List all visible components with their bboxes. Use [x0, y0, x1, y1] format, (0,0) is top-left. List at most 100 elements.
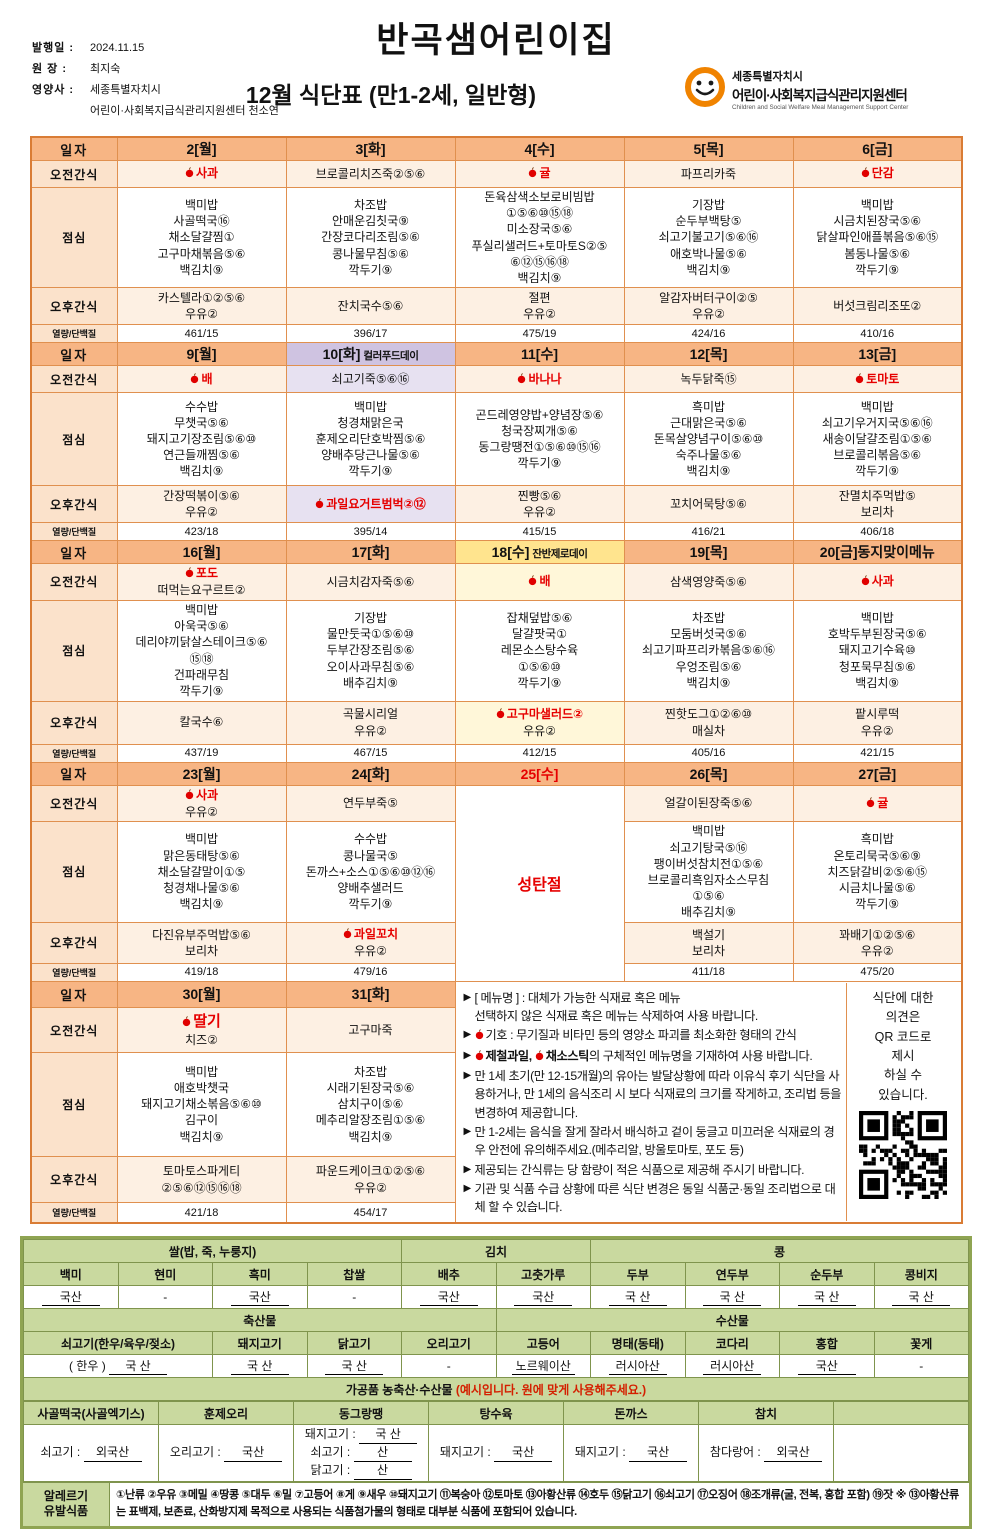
menu-line: 백미밥 [691, 824, 726, 839]
allergy-row: 알레르기 유발식품 ①난류 ②우유 ③메밀 ④땅콩 ⑤대두 ⑥밀 ⑦고등어 ⑧게 … [23, 1481, 969, 1527]
note-bullet: ▶ 만 1-2세는 음식을 잘게 잘라서 배식하고 겉이 둥글고 미끄러운 식재료… [464, 1123, 843, 1160]
menu-line: 매실차 [691, 723, 726, 738]
menu-line: 보리차 [184, 943, 219, 958]
menu-line: 백미밥 [184, 198, 219, 213]
calorie-cell: 419/18 [116, 962, 287, 982]
menu-line: 치즈② [185, 1033, 218, 1048]
row-label-lunch: 점심 [30, 186, 118, 289]
day-header-cell: 19[목] [623, 540, 794, 565]
menu-line: 돈까스+소스①⑤⑥⑩⑫⑯ [305, 864, 436, 879]
menu-line: 과일꼬치 [289, 926, 453, 943]
calorie-cell: 423/18 [116, 522, 287, 542]
menu-line: 삼치구이⑤⑥ [337, 1097, 404, 1112]
menu-line: 찐핫도그①②⑥⑩ [664, 707, 753, 722]
menu-line: 백김치⑨ [855, 675, 900, 690]
menu-line: 백미밥 [860, 399, 894, 414]
issue-date-value: 2024.11.15 [90, 42, 145, 54]
origin-value: 국 산 [892, 1288, 951, 1307]
note-bullet: ▶ 제철과일, 채소스틱의 구체적인 메뉴명을 기재하여 사용 바랍니다. [464, 1047, 843, 1066]
note-bullet: ▶ 만 1세 초기(만 12-15개월)의 유아는 발달상황에 따라 이유식 후기… [464, 1067, 843, 1122]
menu-line: 백미밥 [184, 832, 219, 847]
lunch-cell: 차조밥 시래기된장국⑤⑥ 삼치구이⑤⑥ 메추리알장조림①⑤⑥ 백김치⑨ [285, 1052, 456, 1157]
menu-line: 수수밥 [353, 832, 388, 847]
row-label-pm-snack: 오후간식 [30, 700, 118, 745]
menu-line: 채소달걀찜① [168, 230, 235, 245]
menu-line: 사과 [120, 787, 284, 804]
origin-group-header: 김치 [401, 1239, 591, 1264]
lunch-cell: 차조밥 모둠버섯국⑤⑥ 쇠고기파프리카볶음⑤⑥⑯ 우엉조림⑤⑥ 백김치⑨ [623, 599, 794, 702]
calorie-cell: 396/17 [285, 324, 456, 344]
origin-value-cell: - [401, 1354, 497, 1379]
pm-snack-cell: 찐빵⑤⑥ 우유② [454, 485, 625, 524]
lunch-cell: 백미밥 호박두부된장국⑤⑥ 돼지고기수육⑩ 청포묵무침⑤⑥ 백김치⑨ [792, 599, 963, 702]
calorie-cell: 421/15 [792, 743, 963, 763]
day-header-cell: 23[월] [116, 761, 287, 786]
origin-value: - [352, 1290, 357, 1305]
menu-line: 우유② [354, 723, 387, 738]
calorie-cell: 406/18 [792, 522, 963, 542]
menu-line: 사과 [120, 165, 284, 182]
origin-value-cell: 국 산 [684, 1285, 780, 1310]
apple-icon [475, 1027, 484, 1045]
processed-value-cell: 쇠고기 : 외국산 [23, 1424, 159, 1482]
note-bullet: ▶ 기호 : 무기질과 비타민 등의 영양소 파괴를 최소화한 형태의 간식 [464, 1026, 843, 1045]
row-label-calorie: 열량/단백질 [30, 962, 118, 982]
row-label-pm-snack: 오후간식 [30, 1155, 118, 1204]
calorie-cell: 411/18 [623, 962, 794, 982]
apple-icon [185, 788, 194, 804]
row-label-date: 일자 [30, 136, 118, 161]
menu-line: 돈목살양념구이⑤⑥⑩ [653, 432, 764, 447]
menu-line: 깍두기⑨ [855, 464, 900, 479]
row-label-am-snack: 오전간식 [30, 784, 118, 822]
issue-date-label: 발행일 : [32, 42, 75, 54]
processed-col-header [833, 1401, 969, 1426]
origin-value: 국 산 [797, 1288, 856, 1307]
day-header-cell: 6[금] [792, 136, 963, 161]
calorie-cell: 405/16 [623, 743, 794, 763]
menu-line: 채소달걀말이①⑤ [157, 864, 246, 879]
pm-snack-cell: 잔치국수⑤⑥ [285, 287, 456, 326]
document-header: 발행일 : 2024.11.15 원 장 : 최지숙 영양사 : 세종특별자치시… [0, 0, 992, 134]
origin-value-cell: 러시아산 [590, 1354, 686, 1379]
apple-icon [535, 1048, 544, 1066]
menu-line: 근대맑은국⑤⑥ [670, 415, 747, 430]
menu-line: 쇠고기죽⑤⑥⑯ [331, 372, 410, 387]
menu-line: 우유② [185, 307, 218, 322]
lunch-cell: 수수밥 무챗국⑤⑥ 돼지고기장조림⑤⑥⑩ 연근들깨찜⑤⑥ 백김치⑨ [116, 392, 287, 487]
menu-line: 고구마채볶음⑤⑥ [157, 246, 246, 261]
row-label-lunch: 점심 [30, 392, 118, 487]
pm-snack-cell: 간장떡볶이⑤⑥ 우유② [116, 485, 287, 524]
menu-line: 브로콜리흑임자소스무침 [647, 872, 770, 887]
menu-line: 단감 [796, 165, 960, 182]
origin-value-cell: 국 산 [873, 1285, 969, 1310]
am-snack-cell: 사과 우유② [116, 784, 287, 822]
pm-snack-cell: 버섯크림리조또② [792, 287, 963, 326]
am-snack-cell: 사과 [792, 563, 963, 601]
origin-value: 국산 [230, 1288, 289, 1307]
menu-line: 건파래무침 [173, 667, 230, 682]
menu-line: 숙주나물⑤⑥ [675, 448, 742, 463]
origin-table-processed: 사골떡국(사골엑기스) 훈제오리 동그랑땡 탕수육 돈까스 참치 쇠고기 : 외국산 오리고기… [23, 1401, 969, 1482]
menu-line: 양배추샐러드 [337, 880, 404, 895]
lunch-cell: 백미밥 아욱국⑤⑥ 데리야끼닭살스테이크⑤⑥ ⑮⑱ 건파래무침 깍두기⑨ [116, 599, 287, 702]
menu-line: 시금치나물⑤⑥ [838, 880, 916, 895]
origin-value: 국산 [797, 1357, 856, 1376]
origin-col-header: 오리고기 [401, 1331, 497, 1356]
menu-line: 알감자버터구이②⑤ [659, 290, 758, 305]
origin-value: - [446, 1359, 451, 1374]
menu-line: 쇠고기탕국⑤⑯ [669, 840, 748, 855]
am-snack-cell: 포도 떠먹는요구르트② [116, 563, 287, 601]
menu-line: 우유② [185, 804, 218, 819]
origin-value-cell: 국산 [495, 1285, 591, 1310]
am-snack-cell: 바나나 [454, 365, 625, 394]
day-header-cell: 25[수] [454, 761, 625, 786]
calorie-cell: 437/19 [116, 743, 287, 763]
processed-col-header: 동그랑땡 [293, 1401, 429, 1426]
menu-line: 우유② [354, 1180, 387, 1195]
logo-org: 어린이·사회복지급식관리지원센터 [732, 88, 908, 103]
day-header-cell: 2[월] [116, 136, 287, 161]
menu-line: 달걀팟국① [512, 627, 567, 642]
menu-line: 맑은동태탕⑤⑥ [163, 848, 240, 863]
menu-line: 곡물시리얼 [342, 707, 399, 722]
origin-value: 노르웨이산 [511, 1357, 575, 1376]
